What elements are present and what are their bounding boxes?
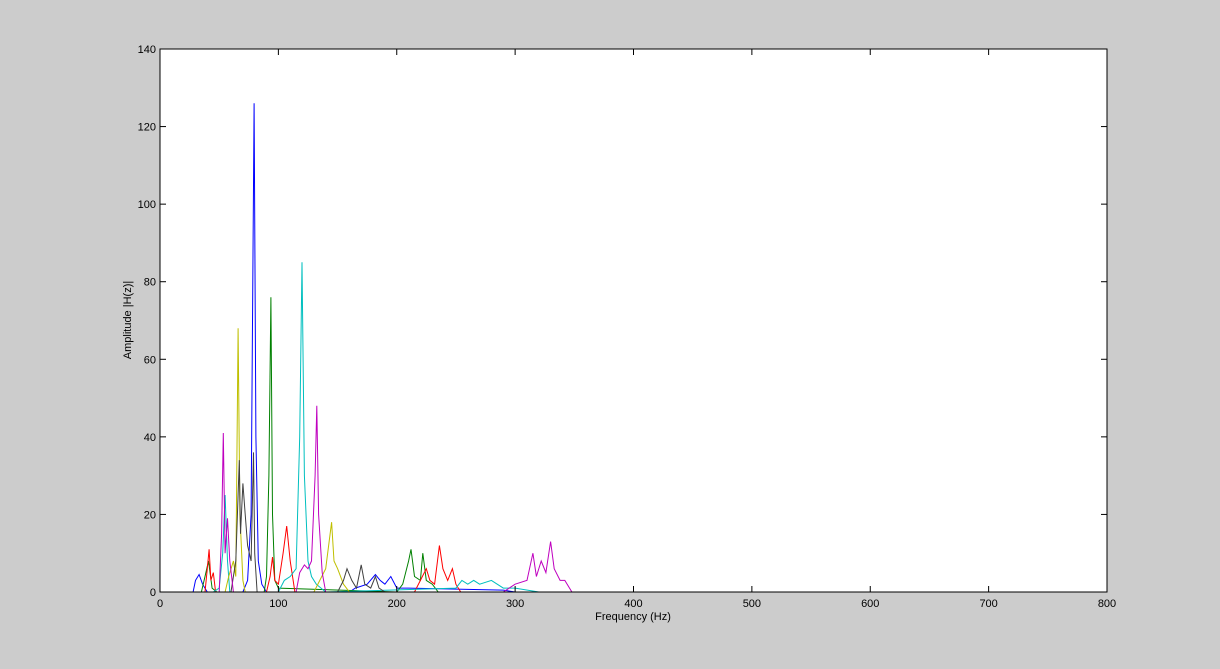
y-tick-label: 80 xyxy=(144,277,156,289)
x-tick-label: 100 xyxy=(269,598,287,610)
x-tick-label: 400 xyxy=(624,598,642,610)
y-tick-label: 0 xyxy=(150,587,156,599)
y-tick-label: 60 xyxy=(144,354,156,366)
y-axis-label: Amplitude |H(z)| xyxy=(122,281,134,359)
plot-area xyxy=(160,49,1107,592)
series-line-4 xyxy=(160,262,1078,593)
y-tick-label: 140 xyxy=(138,44,156,56)
y-tick-label: 20 xyxy=(144,509,156,521)
series-line-7 xyxy=(160,405,1078,593)
y-tick-label: 100 xyxy=(138,199,156,211)
x-tick-label: 600 xyxy=(861,598,879,610)
series-line-3 xyxy=(160,526,1078,593)
x-tick-label: 700 xyxy=(979,598,997,610)
x-tick-label: 500 xyxy=(743,598,761,610)
series-line-2 xyxy=(160,297,1078,593)
y-tick-label: 120 xyxy=(138,122,156,134)
x-tick-label: 0 xyxy=(157,598,163,610)
x-tick-label: 200 xyxy=(388,598,406,610)
x-tick-label: 300 xyxy=(506,598,524,610)
x-axis-label: Frequency (Hz) xyxy=(595,611,671,623)
y-tick-label: 40 xyxy=(144,432,156,444)
axes-layer: 0 100 200 300 400 500 600 700 800 0 20 40 60 80 100 120… xyxy=(138,44,1117,610)
x-tick-label: 800 xyxy=(1098,598,1116,610)
